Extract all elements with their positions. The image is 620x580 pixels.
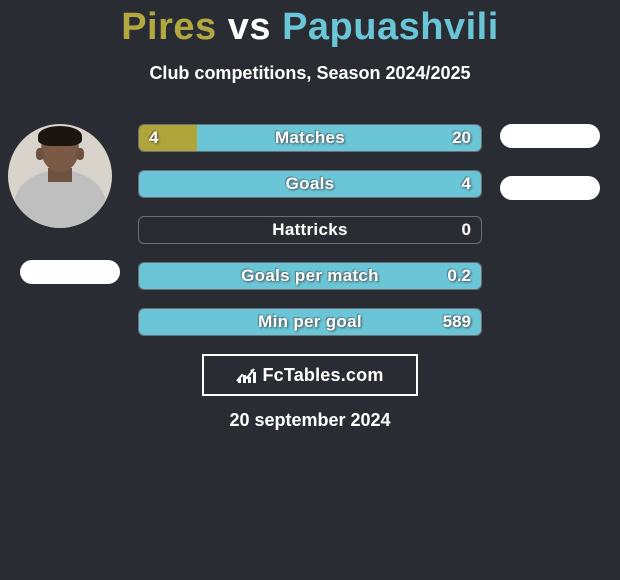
comparison-bar: 0.2Goals per match (138, 262, 482, 290)
branding-text: FcTables.com (262, 365, 383, 386)
bar-label: Matches (139, 125, 481, 151)
bar-label: Goals per match (139, 263, 481, 289)
avatar-ear-shape (36, 148, 44, 160)
bar-label: Hattricks (139, 217, 481, 243)
player-right-pill-1 (500, 124, 600, 148)
player-left-avatar (8, 124, 112, 228)
comparison-bar: 420Matches (138, 124, 482, 152)
branding-box: FcTables.com (202, 354, 418, 396)
title-player-left: Pires (121, 6, 216, 48)
root: Pires vs Papuashvili Club competitions, … (0, 0, 620, 580)
comparison-bar: 4Goals (138, 170, 482, 198)
subtitle: Club competitions, Season 2024/2025 (0, 63, 620, 84)
comparison-bar: 0Hattricks (138, 216, 482, 244)
avatar-ear-shape (76, 148, 84, 160)
bar-label: Min per goal (139, 309, 481, 335)
fctables-logo-icon (236, 366, 258, 384)
player-right-pill-2 (500, 176, 600, 200)
title-vs: vs (228, 6, 271, 48)
avatar-hair-shape (38, 126, 82, 146)
page-title: Pires vs Papuashvili (0, 0, 620, 49)
comparison-bars: 420Matches 4Goals 0Hattricks 0.2Goals per m… (138, 124, 482, 354)
player-left-name-pill (20, 260, 120, 284)
bar-label: Goals (139, 171, 481, 197)
comparison-bar: 589Min per goal (138, 308, 482, 336)
title-player-right: Papuashvili (282, 6, 499, 48)
footer-date: 20 september 2024 (0, 410, 620, 431)
